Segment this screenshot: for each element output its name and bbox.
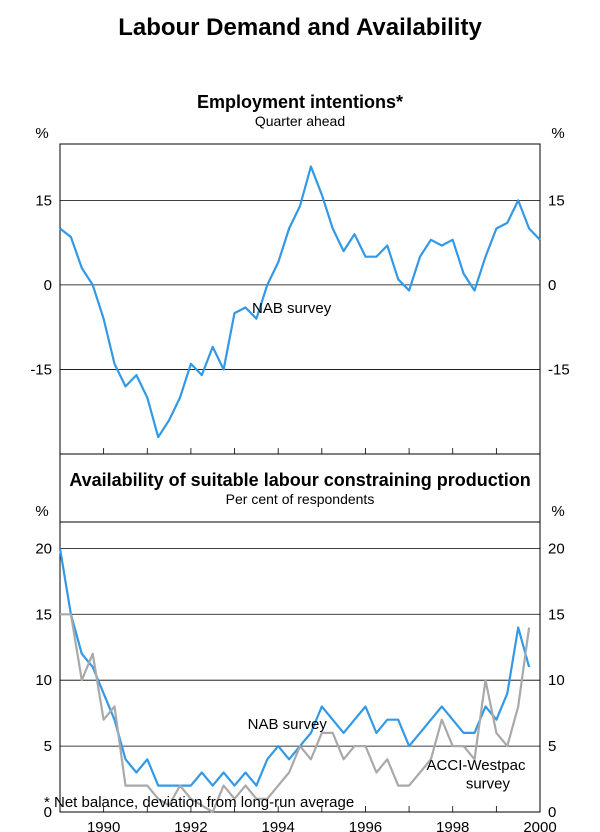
svg-text:5: 5 [548,738,556,755]
svg-text:NAB survey: NAB survey [248,716,328,733]
main-title: Labour Demand and Availability [0,0,600,42]
svg-text:%: % [551,503,564,520]
svg-text:15: 15 [35,606,52,623]
svg-text:15: 15 [35,192,52,209]
svg-text:-15: -15 [30,361,52,378]
svg-text:%: % [551,125,564,142]
footnote: * Net balance, deviation from long-run a… [44,794,354,811]
svg-text:5: 5 [44,738,52,755]
svg-text:%: % [35,125,48,142]
svg-text:Availability of suitable labou: Availability of suitable labour constrai… [69,470,530,490]
svg-text:10: 10 [35,672,52,689]
svg-text:Quarter ahead: Quarter ahead [255,113,345,129]
svg-text:15: 15 [548,192,565,209]
svg-text:%: % [35,503,48,520]
svg-text:survey: survey [466,775,511,792]
svg-text:Per cent of respondents: Per cent of respondents [226,491,375,507]
svg-text:10: 10 [548,672,565,689]
svg-text:15: 15 [548,606,565,623]
svg-text:-15: -15 [548,361,570,378]
svg-text:Employment intentions*: Employment intentions* [197,92,403,112]
chart-svg: -15 -15 0 0 15 15%% Employment intentions*Quar… [0,42,600,832]
svg-text:0: 0 [44,277,52,294]
chart-figure: Labour Demand and Availability -15 -15 0 0 1… [0,0,600,821]
svg-text:20: 20 [35,540,52,557]
svg-text:20: 20 [548,540,565,557]
svg-text:NAB survey: NAB survey [252,300,332,317]
svg-text:ACCI-Westpac: ACCI-Westpac [427,757,526,774]
svg-text:0: 0 [548,277,556,294]
